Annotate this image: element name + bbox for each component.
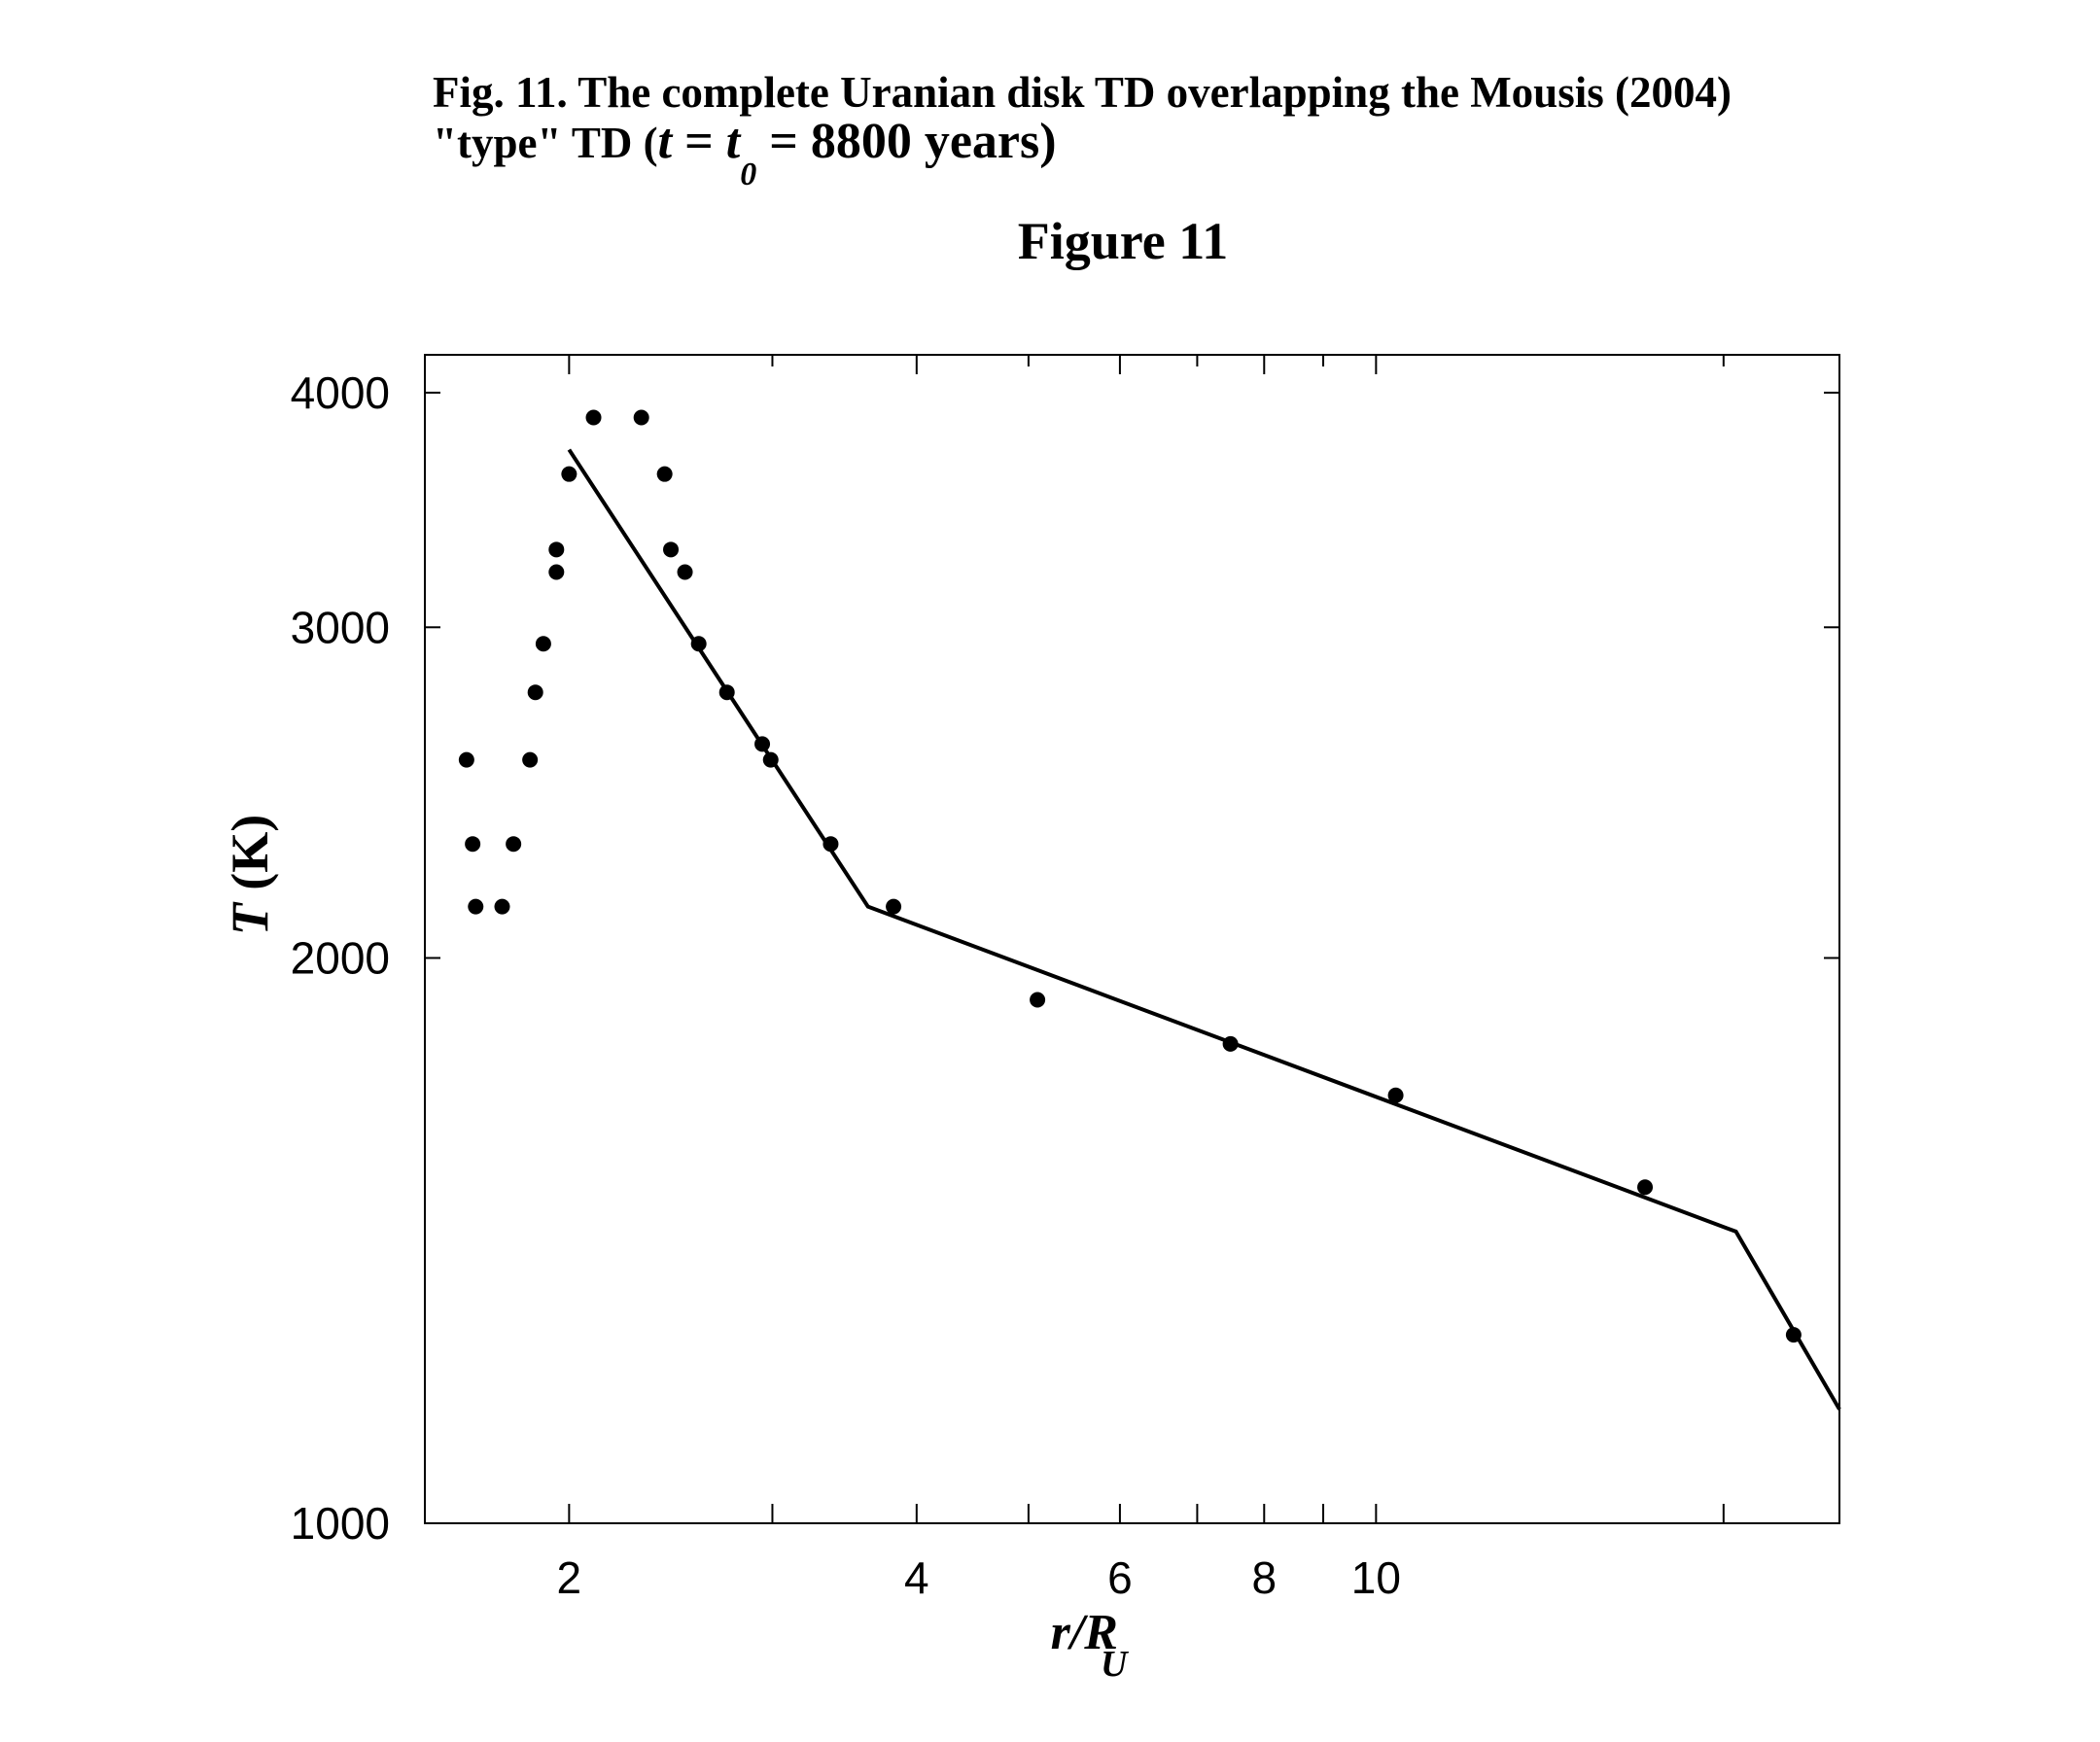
title-part: t: [726, 114, 742, 169]
data-point: [548, 564, 565, 580]
data-point: [548, 541, 565, 558]
y-label-part: T: [221, 901, 279, 935]
data-point: [458, 751, 474, 768]
chart-title-line2: "type" TD (t = t0 = 8800 years): [433, 114, 1057, 192]
title-part: "type" TD (: [433, 119, 658, 167]
chart-title: Fig. 11. The complete Uranian disk TD ov…: [433, 68, 1732, 117]
y-label-part: (K): [221, 815, 279, 903]
title-part: 0: [740, 157, 756, 192]
plot-frame: [424, 354, 1840, 1524]
x-tick-label: 10: [1351, 1552, 1401, 1603]
data-point: [656, 466, 673, 482]
x-tick-label: 2: [557, 1552, 582, 1603]
title-part: t: [658, 114, 674, 169]
x-axis-label-sub: U: [1101, 1644, 1130, 1685]
data-point: [1387, 1087, 1404, 1103]
data-point: [561, 466, 578, 482]
data-point: [506, 836, 522, 853]
y-tick-label: 1000: [291, 1498, 390, 1549]
y-tick-label: 2000: [291, 932, 390, 983]
title-part: = 8800 years): [756, 114, 1056, 169]
data-point: [677, 564, 693, 580]
data-point: [535, 636, 551, 652]
x-tick-label: 4: [904, 1552, 929, 1603]
data-point: [585, 409, 602, 426]
data-point: [527, 684, 543, 701]
y-tick-label: 4000: [291, 367, 390, 418]
data-point: [1637, 1179, 1654, 1196]
data-point: [494, 898, 510, 915]
x-axis-label: r/R: [1051, 1605, 1118, 1660]
x-label-part: r/R: [1051, 1605, 1118, 1660]
data-point: [886, 898, 902, 915]
data-point: [1030, 992, 1046, 1008]
data-point: [633, 409, 649, 426]
data-point: [465, 836, 481, 853]
data-point: [822, 836, 839, 853]
x-tick-label: 6: [1107, 1552, 1133, 1603]
chart-subtitle: Figure 11: [1018, 212, 1229, 270]
data-point: [522, 751, 539, 768]
title-part: =: [672, 114, 726, 169]
y-tick-label: 3000: [291, 602, 390, 652]
x-tick-label: 8: [1251, 1552, 1277, 1603]
data-point: [663, 541, 680, 558]
data-point: [468, 898, 484, 915]
fit-line: [567, 448, 1841, 1411]
y-axis-label: T (K): [221, 815, 279, 935]
